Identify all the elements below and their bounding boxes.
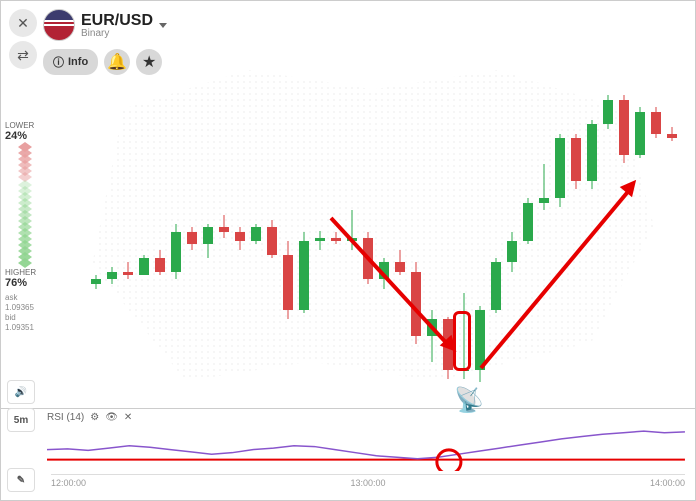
candle [539,86,549,396]
close-icon[interactable]: ✕ [9,9,37,37]
candle [363,86,373,396]
candle [219,86,229,396]
close-rsi-icon[interactable]: ✕ [124,412,132,423]
candle [203,86,213,396]
candle [667,86,677,396]
chart-container: ✕ ⇄ EUR/USD Binary ⓘ Info 🔔 ★ [0,0,696,501]
candle [507,86,517,396]
shuffle-icon[interactable]: ⇄ [9,41,37,69]
candle [651,86,661,396]
sentiment-indicator: LOWER 24% HIGHER 76% ask 1.09365 bid 1.0… [5,121,45,333]
rsi-panel: RSI (14) ⚙ 👁 ✕ [1,408,695,470]
candlestick-chart[interactable]: 📡 [51,86,685,396]
candle [283,86,293,396]
candle [267,86,277,396]
higher-label: HIGHER [5,268,45,277]
info-icon: ⓘ [53,54,64,70]
rsi-chart[interactable] [47,425,685,471]
candle [571,86,581,396]
signal-icon: 📡 [454,386,484,415]
time-axis: 12:00:00 13:00:00 14:00:00 [51,474,685,494]
info-button[interactable]: ⓘ Info [43,49,98,75]
volume-button[interactable]: 🔊 [7,380,35,404]
candle [555,86,565,396]
timeframe-button[interactable]: 5m [7,408,35,432]
candle [299,86,309,396]
candle [155,86,165,396]
lower-label: LOWER [5,121,45,130]
bid-label: bid [5,313,16,322]
pencil-button[interactable]: ✎ [7,468,35,492]
candle [427,86,437,396]
candle [315,86,325,396]
eye-icon[interactable]: 👁 [105,412,118,423]
candle [187,86,197,396]
candle [331,86,341,396]
candle [603,86,613,396]
candle [123,86,133,396]
higher-diamond [18,258,32,268]
time-tick: 13:00:00 [350,478,385,494]
time-tick: 12:00:00 [51,478,86,494]
time-tick: 14:00:00 [650,478,685,494]
candle [251,86,261,396]
rsi-label: RSI (14) [47,412,84,423]
pair-label: EUR/USD [81,12,153,30]
candle [139,86,149,396]
candle [107,86,117,396]
candle [475,86,485,396]
gear-icon[interactable]: ⚙ [90,412,99,423]
side-controls: 🔊 5m [7,380,35,436]
candle [619,86,629,396]
candle [523,86,533,396]
candle [635,86,645,396]
bell-icon[interactable]: 🔔 [104,49,130,75]
info-label: Info [68,56,88,68]
header: ✕ ⇄ EUR/USD Binary ⓘ Info 🔔 ★ [9,9,167,75]
candle [91,86,101,396]
flag-icon [43,9,75,41]
ask-value: 1.09365 [5,303,34,312]
bid-value: 1.09351 [5,323,34,332]
lower-pct: 24% [5,130,45,142]
candle [395,86,405,396]
higher-pct: 76% [5,277,45,289]
candle [171,86,181,396]
candle [235,86,245,396]
chevron-down-icon [159,23,167,28]
ask-label: ask [5,293,17,302]
candle [411,86,421,396]
candle [379,86,389,396]
pair-selector[interactable]: EUR/USD Binary [43,9,167,41]
star-icon[interactable]: ★ [136,49,162,75]
